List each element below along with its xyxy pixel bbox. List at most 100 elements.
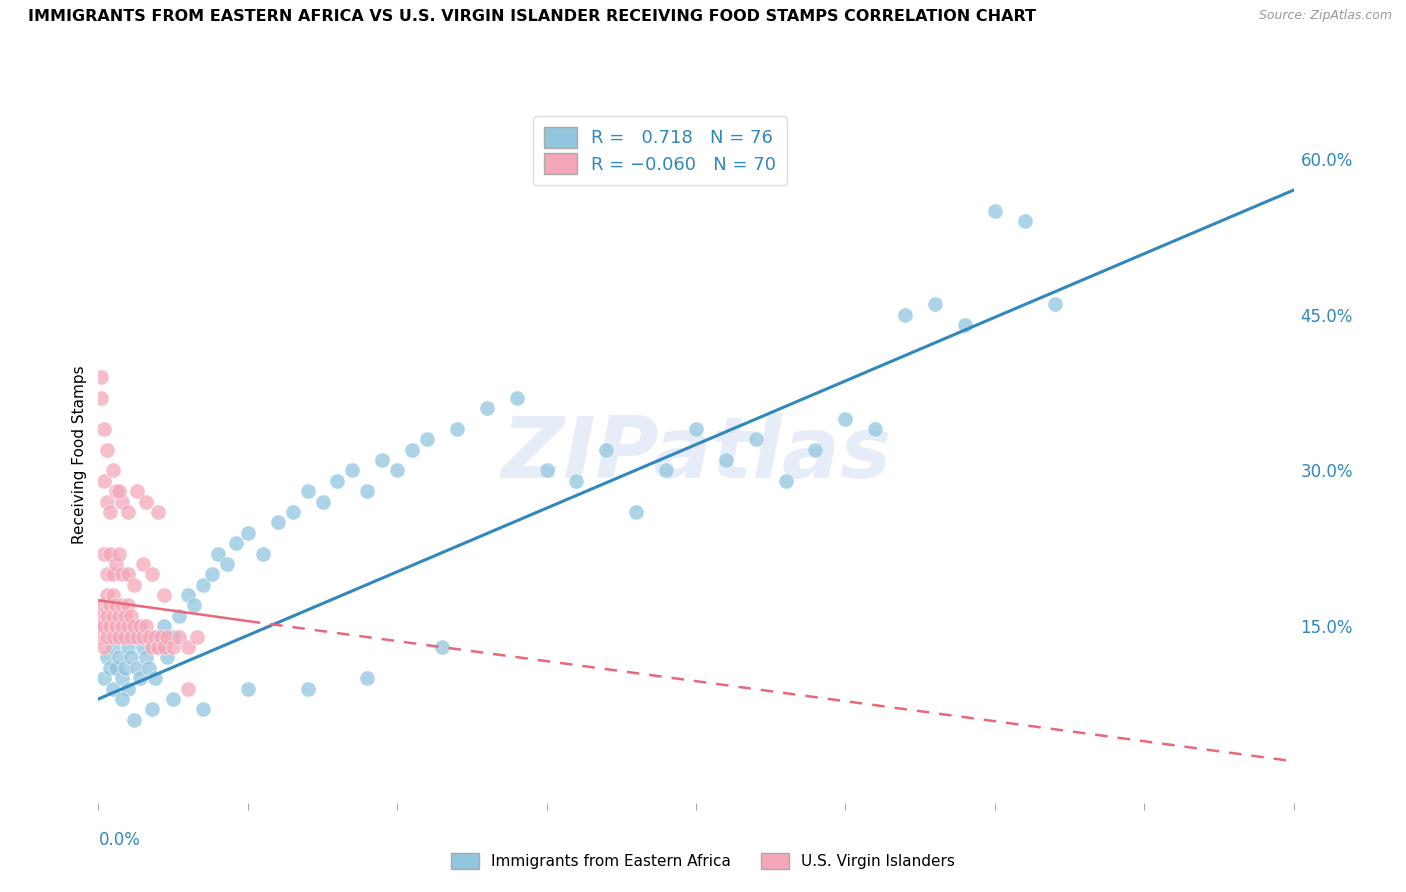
Point xyxy=(167,608,190,623)
Point xyxy=(103,567,125,582)
Point xyxy=(111,599,134,613)
Point xyxy=(236,525,259,540)
Point xyxy=(93,547,115,561)
Point xyxy=(685,422,707,436)
Point xyxy=(111,567,134,582)
Point xyxy=(124,619,146,633)
Point xyxy=(148,505,170,519)
Point xyxy=(775,474,797,488)
Point xyxy=(430,640,453,654)
Point xyxy=(984,203,1007,218)
Point xyxy=(105,619,128,633)
Point xyxy=(595,442,617,457)
Point xyxy=(117,505,139,519)
Point xyxy=(141,640,163,654)
Text: 0.0%: 0.0% xyxy=(98,830,141,848)
Point xyxy=(506,391,529,405)
Point xyxy=(93,619,115,633)
Point xyxy=(105,484,128,499)
Point xyxy=(132,640,155,654)
Point xyxy=(124,713,146,727)
Point xyxy=(96,494,118,508)
Point xyxy=(297,484,319,499)
Point xyxy=(117,640,139,654)
Point xyxy=(150,630,173,644)
Point xyxy=(356,671,378,685)
Point xyxy=(297,681,319,696)
Point xyxy=(96,567,118,582)
Point xyxy=(167,630,190,644)
Point xyxy=(148,640,170,654)
Point xyxy=(138,630,160,644)
Point xyxy=(105,661,128,675)
Point xyxy=(120,630,142,644)
Point xyxy=(124,578,146,592)
Point xyxy=(626,505,648,519)
Point xyxy=(117,681,139,696)
Point xyxy=(129,619,152,633)
Point xyxy=(103,463,125,477)
Point xyxy=(536,463,558,477)
Point xyxy=(1014,214,1036,228)
Point xyxy=(117,619,139,633)
Point xyxy=(103,681,125,696)
Point xyxy=(108,650,131,665)
Point xyxy=(132,557,155,571)
Y-axis label: Receiving Food Stamps: Receiving Food Stamps xyxy=(72,366,87,544)
Point xyxy=(90,391,112,405)
Point xyxy=(108,608,131,623)
Point xyxy=(111,494,134,508)
Point xyxy=(924,297,946,311)
Point xyxy=(475,401,498,416)
Point xyxy=(342,463,364,477)
Point xyxy=(96,608,118,623)
Point xyxy=(156,630,179,644)
Legend: R =   0.718   N = 76, R = −0.060   N = 70: R = 0.718 N = 76, R = −0.060 N = 70 xyxy=(533,116,787,185)
Point xyxy=(108,484,131,499)
Point xyxy=(96,442,118,457)
Point xyxy=(401,442,423,457)
Point xyxy=(153,619,176,633)
Point xyxy=(714,453,737,467)
Point xyxy=(96,650,118,665)
Point xyxy=(100,661,122,675)
Point xyxy=(177,681,200,696)
Point xyxy=(148,640,170,654)
Point xyxy=(127,484,149,499)
Point xyxy=(834,411,856,425)
Point xyxy=(111,619,134,633)
Point xyxy=(141,702,163,716)
Point xyxy=(252,547,274,561)
Text: IMMIGRANTS FROM EASTERN AFRICA VS U.S. VIRGIN ISLANDER RECEIVING FOOD STAMPS COR: IMMIGRANTS FROM EASTERN AFRICA VS U.S. V… xyxy=(28,9,1036,24)
Point xyxy=(162,692,184,706)
Legend: Immigrants from Eastern Africa, U.S. Virgin Islanders: Immigrants from Eastern Africa, U.S. Vir… xyxy=(446,847,960,875)
Text: ZIPatlas: ZIPatlas xyxy=(501,413,891,497)
Point xyxy=(225,536,247,550)
Point xyxy=(127,630,149,644)
Point xyxy=(96,588,118,602)
Point xyxy=(141,630,163,644)
Point xyxy=(120,608,142,623)
Point xyxy=(311,494,333,508)
Point xyxy=(111,692,134,706)
Point xyxy=(100,547,122,561)
Point xyxy=(135,494,157,508)
Point xyxy=(953,318,976,332)
Point xyxy=(93,671,115,685)
Point xyxy=(114,630,136,644)
Point xyxy=(162,640,184,654)
Point xyxy=(191,702,214,716)
Point xyxy=(129,671,152,685)
Point xyxy=(135,619,157,633)
Point xyxy=(156,650,179,665)
Point xyxy=(103,588,125,602)
Point xyxy=(215,557,238,571)
Point xyxy=(100,505,122,519)
Point xyxy=(114,661,136,675)
Point xyxy=(191,578,214,592)
Point xyxy=(117,567,139,582)
Point xyxy=(416,433,439,447)
Point xyxy=(236,681,259,696)
Point xyxy=(153,588,176,602)
Point xyxy=(1043,297,1066,311)
